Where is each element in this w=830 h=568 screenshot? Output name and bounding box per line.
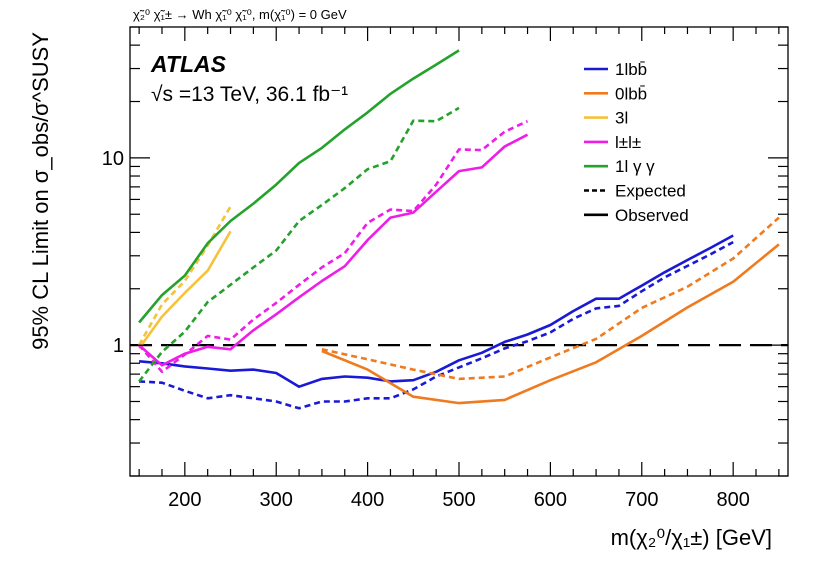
series-0lbb-1-observed-line xyxy=(321,243,780,405)
atlas-label: ATLAS xyxy=(150,51,227,77)
legend-label-0lbb: 0lbb̄ xyxy=(615,84,647,103)
process-label: χ̃₂⁰ χ̃₁± → Wh χ̃₁⁰ χ̃₁⁰, m(χ̃₁⁰) = 0 Ge… xyxy=(133,7,347,22)
series-1l-4-observed-line xyxy=(138,49,460,324)
legend-label-observed: Observed xyxy=(615,206,689,225)
series-1lbb-0-observed-line xyxy=(138,234,734,389)
x-axis-label: m(χ₂⁰/χ₁±) [GeV] xyxy=(611,525,772,550)
series-3l-2-observed-line xyxy=(138,230,232,350)
x-tick-label: 400 xyxy=(351,489,384,511)
x-tick-label: 800 xyxy=(716,489,749,511)
legend-label-expected: Expected xyxy=(615,182,686,201)
legend: 1lbb̄ 0lbb̄ 3l l±l± 1l γ γ Expected Observed xyxy=(584,60,689,225)
series-0lbb-1-expected-line xyxy=(321,216,780,381)
y-tick-label: 1 xyxy=(113,335,124,357)
series-1l-4-expected-line xyxy=(138,106,460,383)
x-tick-label: 500 xyxy=(442,489,475,511)
legend-label-1lbb: 1lbb̄ xyxy=(615,60,647,79)
x-tick-label: 300 xyxy=(260,489,293,511)
series-1lbb-0-expected-line xyxy=(139,240,734,410)
x-tick-label: 600 xyxy=(534,489,567,511)
legend-label-1l: 1l γ γ xyxy=(615,157,655,176)
y-tick-label: 10 xyxy=(102,148,124,170)
y-axis-label: 95% CL Limit on σ_obs/σ^SUSY xyxy=(28,32,53,350)
legend-label-l-l: l±l± xyxy=(615,133,641,152)
series-3l-2-expected-line xyxy=(137,205,232,346)
series-l-l-3-observed-line xyxy=(138,133,529,367)
x-tick-label: 200 xyxy=(168,489,201,511)
x-tick-label: 700 xyxy=(625,489,658,511)
legend-label-3l: 3l xyxy=(615,109,628,128)
energy-label: √s =13 TeV, 36.1 fb⁻¹ xyxy=(151,83,348,106)
